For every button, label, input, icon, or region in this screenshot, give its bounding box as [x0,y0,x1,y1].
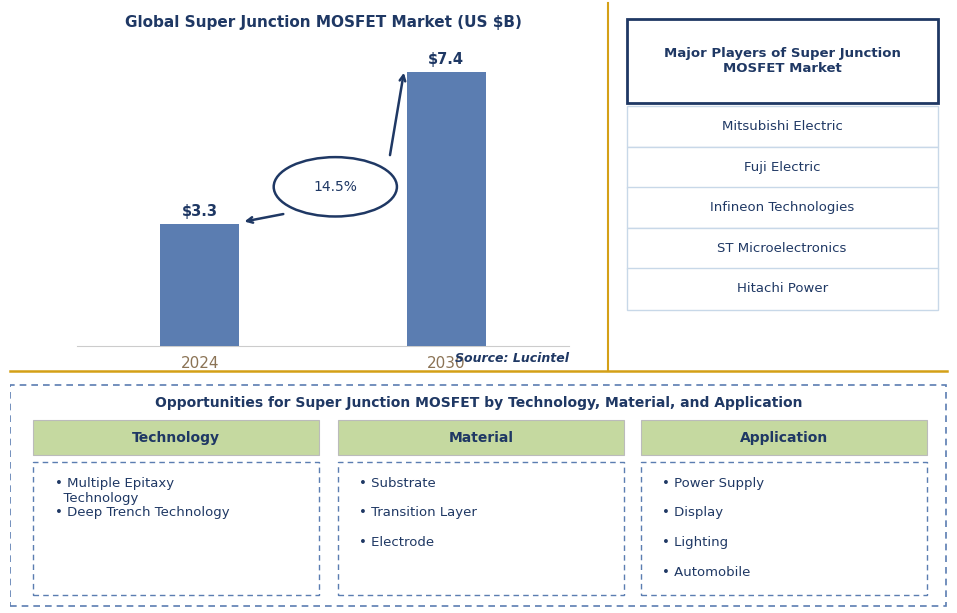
FancyBboxPatch shape [627,147,938,188]
FancyBboxPatch shape [627,106,938,147]
FancyBboxPatch shape [627,228,938,269]
Text: Technology: Technology [132,430,220,444]
Ellipse shape [274,157,397,216]
Text: $7.4: $7.4 [428,52,464,67]
Text: • Electrode: • Electrode [360,536,434,549]
FancyBboxPatch shape [627,268,938,310]
Text: Major Players of Super Junction
MOSFET Market: Major Players of Super Junction MOSFET M… [664,47,901,75]
FancyBboxPatch shape [338,421,624,455]
FancyBboxPatch shape [627,187,938,229]
Text: • Transition Layer: • Transition Layer [360,506,478,519]
Text: • Lighting: • Lighting [662,536,728,549]
Text: • Display: • Display [662,506,723,519]
Bar [161,224,239,346]
Text: Infineon Technologies: Infineon Technologies [710,201,855,215]
Text: Opportunities for Super Junction MOSFET by Technology, Material, and Application: Opportunities for Super Junction MOSFET … [155,396,802,410]
FancyBboxPatch shape [641,462,926,595]
Text: Hitachi Power: Hitachi Power [737,283,828,295]
Text: • Automobile: • Automobile [662,566,750,579]
FancyBboxPatch shape [33,462,319,595]
FancyBboxPatch shape [338,462,624,595]
Text: Mitsubishi Electric: Mitsubishi Electric [722,120,842,133]
Text: $3.3: $3.3 [182,205,218,219]
Text: 14.5%: 14.5% [313,180,357,194]
Text: Application: Application [740,430,828,444]
FancyBboxPatch shape [10,385,946,606]
Bar [407,72,485,346]
Text: ST Microelectronics: ST Microelectronics [718,242,847,255]
FancyBboxPatch shape [33,421,319,455]
FancyBboxPatch shape [641,421,926,455]
Text: Source: Lucintel: Source: Lucintel [456,352,569,365]
Text: • Power Supply: • Power Supply [662,477,765,490]
Text: Material: Material [448,430,513,444]
Text: Global Super Junction MOSFET Market (US $B): Global Super Junction MOSFET Market (US … [124,15,522,30]
Text: • Deep Trench Technology: • Deep Trench Technology [55,506,230,519]
FancyBboxPatch shape [627,19,938,102]
Text: Fuji Electric: Fuji Electric [744,161,820,174]
Text: • Multiple Epitaxy
  Technology: • Multiple Epitaxy Technology [55,477,174,504]
Text: • Substrate: • Substrate [360,477,436,490]
